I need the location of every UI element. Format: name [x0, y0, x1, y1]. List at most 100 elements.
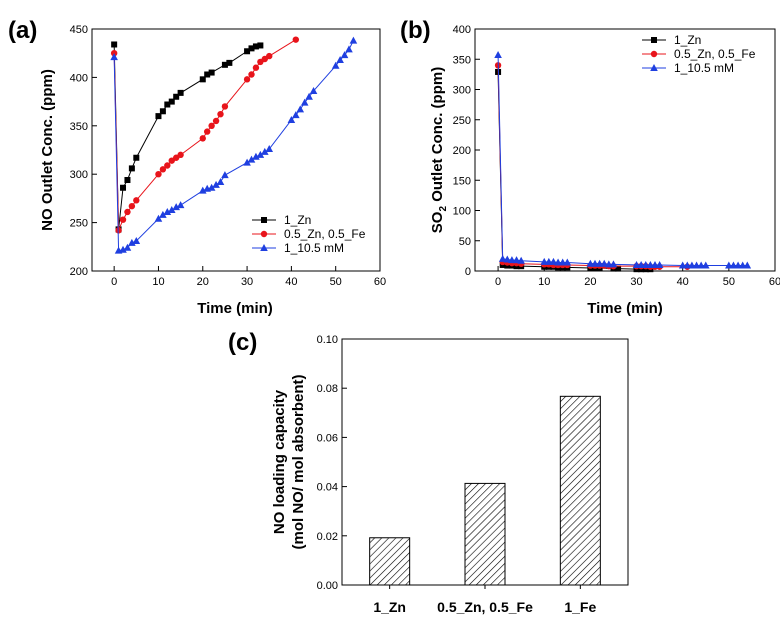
x-tick-label: 50 — [723, 276, 735, 288]
data-point — [226, 59, 233, 66]
legend-marker — [261, 217, 267, 223]
data-point — [247, 155, 256, 163]
bar — [464, 482, 506, 586]
legend-label: 1_Zn — [284, 213, 311, 227]
y-tick-label: 100 — [453, 206, 471, 218]
series-line-0 — [497, 71, 651, 270]
y-axis-label-a: NO Outlet Conc. (ppm) — [39, 69, 56, 231]
data-point — [133, 154, 140, 161]
data-point — [305, 92, 313, 100]
data-point — [124, 208, 131, 216]
data-point — [123, 243, 132, 251]
panel-label-c: (c) — [228, 329, 257, 356]
data-point — [494, 51, 502, 59]
data-point — [204, 128, 211, 135]
data-point — [345, 45, 353, 53]
data-point — [177, 89, 184, 96]
series-line-2 — [113, 40, 354, 252]
data-point — [257, 42, 264, 49]
x-tick-label: 20 — [197, 276, 209, 288]
data-point — [204, 71, 211, 78]
legend-label: 0.5_Zn, 0.5_Fe — [284, 227, 366, 241]
data-point — [128, 202, 136, 210]
data-point — [701, 261, 710, 269]
ticks-b: 0 10 20 30 40 50 60 0 50 100 150 200 250 300 350 400 — [453, 24, 780, 288]
data-point — [248, 45, 255, 52]
data-point — [221, 61, 228, 68]
data-point — [265, 145, 274, 153]
data-point — [252, 152, 260, 160]
data-point — [124, 177, 131, 184]
data-point — [199, 135, 206, 142]
data-point — [128, 238, 136, 246]
bars-c — [369, 395, 601, 586]
y-tick-label: 0.06 — [317, 432, 338, 444]
y-axis-label-c-line1: NO loading capacity — [271, 389, 288, 534]
x-tick-label: 30 — [241, 276, 253, 288]
data-point — [132, 236, 141, 244]
x-tick-label: 40 — [285, 276, 297, 288]
x-tick-label: 20 — [584, 276, 596, 288]
x-tick-label: 40 — [677, 276, 689, 288]
legend-label: 1_10.5 mM — [284, 241, 344, 255]
data-point — [503, 255, 512, 263]
data-point — [243, 76, 251, 83]
y-tick-label: 150 — [453, 175, 471, 187]
y-axis-label-b-rest: Outlet Conc. (ppm) — [429, 67, 446, 206]
data-point — [198, 186, 207, 194]
y-tick-label: 250 — [70, 218, 88, 230]
data-point — [167, 206, 176, 214]
data-point — [199, 76, 206, 83]
y-tick-label: 450 — [70, 24, 88, 36]
data-point — [208, 122, 215, 129]
y-tick-label: 350 — [453, 54, 471, 66]
data-point — [349, 36, 358, 44]
legend-label: 0.5_Zn, 0.5_Fe — [674, 47, 756, 61]
y-tick-label: 0.10 — [317, 334, 338, 346]
data-point — [300, 98, 309, 106]
data-point — [111, 41, 118, 48]
x-tick-label: 30 — [630, 276, 642, 288]
data-point — [331, 61, 340, 69]
chart-a: (a) Time (min) NO Outlet Conc. (ppm) 0 10… — [8, 17, 386, 317]
data-point — [248, 71, 255, 78]
y-tick-label: 350 — [70, 121, 88, 133]
legend-marker — [260, 230, 268, 238]
category-label: 1_Zn — [373, 599, 406, 615]
y-axis-label-b-subscript: 2 — [438, 206, 449, 212]
ticks-a: 0 10 20 30 40 50 60 200 250 300 350 400 450 — [70, 24, 386, 288]
chart-c: (c) NO loading capacity (mol NO/ mol abs… — [228, 329, 629, 615]
legend-marker — [650, 64, 658, 71]
y-tick-label: 300 — [70, 169, 88, 181]
data-point — [292, 111, 300, 119]
data-point — [256, 150, 265, 158]
data-point — [155, 113, 162, 120]
legend-marker — [651, 37, 657, 43]
data-point — [252, 64, 260, 71]
y-tick-label: 400 — [453, 24, 471, 36]
y-tick-label: 200 — [70, 266, 88, 278]
data-point — [172, 203, 180, 211]
data-point — [600, 259, 609, 267]
data-point — [252, 43, 259, 50]
x-axis-label-b: Time (min) — [587, 300, 663, 317]
x-tick-label: 10 — [152, 276, 164, 288]
data-point — [110, 53, 118, 61]
data-point — [221, 171, 229, 179]
legend-b: 1_Zn0.5_Zn, 0.5_Fe1_10.5 mM — [642, 33, 756, 75]
data-point — [292, 36, 300, 43]
y-tick-label: 300 — [453, 85, 471, 97]
legend-marker — [260, 244, 268, 251]
data-point — [128, 165, 135, 172]
data-point — [154, 214, 163, 222]
y-tick-label: 0.08 — [317, 383, 338, 395]
data-point — [296, 105, 305, 113]
legend-a: 1_Zn0.5_Zn, 0.5_Fe1_10.5 mM — [252, 213, 366, 255]
y-tick-label: 0.00 — [317, 580, 338, 592]
bar — [369, 537, 411, 586]
data-point — [266, 52, 273, 60]
x-tick-label: 60 — [374, 276, 386, 288]
legend-label: 1_Zn — [674, 33, 701, 47]
y-tick-label: 250 — [453, 115, 471, 127]
